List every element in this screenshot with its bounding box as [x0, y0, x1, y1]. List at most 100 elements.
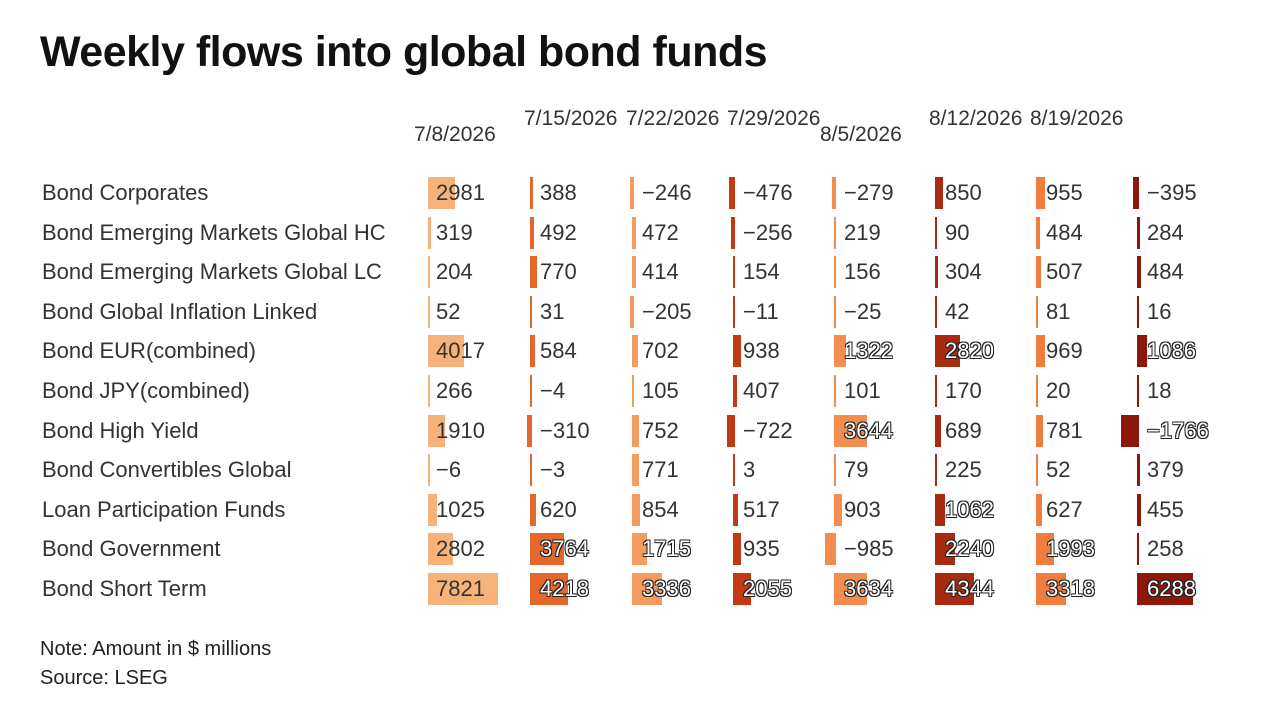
value-label: 1322 [844, 338, 893, 364]
table-cell: 472 [632, 216, 732, 249]
value-label: 3634 [844, 576, 893, 601]
table-cell: −1766 [1121, 414, 1237, 447]
value-label: 101 [844, 378, 881, 403]
value-bar [530, 493, 536, 526]
value-bar [730, 216, 733, 249]
value-bar [527, 414, 530, 447]
value-label: 284 [1147, 219, 1184, 245]
value-label: 969 [1046, 338, 1083, 364]
table-cell: 154 [733, 256, 833, 289]
table-cell: 170 [935, 375, 1035, 407]
value-label: 955 [1046, 180, 1083, 205]
table-cell: 2820 [935, 335, 1035, 368]
table-cell: 18 [1137, 375, 1237, 407]
table-cell: 1993 [1036, 533, 1136, 566]
value-label: 1715 [642, 536, 691, 562]
table-cell: 4344 [935, 573, 1035, 605]
value-label: 2055 [743, 576, 792, 601]
value-bar [733, 533, 742, 566]
table-cell: 90 [935, 216, 1035, 249]
table-cell: 3764 [530, 533, 630, 566]
table-cell: 156 [834, 256, 934, 289]
zero-line [935, 295, 937, 328]
value-label: 20 [1046, 378, 1071, 403]
value-bar [1137, 454, 1141, 487]
value-bar [935, 335, 961, 368]
table-cell: 266 [428, 375, 528, 407]
value-label: 689 [945, 417, 982, 443]
value-label: 752 [642, 417, 679, 443]
value-bar [935, 533, 956, 566]
value-bar [1036, 533, 1054, 566]
value-label: 170 [945, 378, 982, 403]
value-bar [935, 493, 945, 526]
value-label: 18 [1147, 378, 1172, 403]
value-bar [632, 256, 636, 289]
value-label: −3 [540, 457, 566, 483]
zero-line [1137, 295, 1139, 328]
table-cell: 507 [1036, 256, 1136, 289]
value-label: 258 [1147, 536, 1184, 562]
zero-line [733, 454, 735, 487]
zero-line [733, 177, 735, 209]
zero-line [733, 414, 735, 447]
value-bar [1137, 493, 1142, 526]
zero-line [632, 295, 634, 328]
value-bar [1137, 335, 1147, 368]
value-label: −722 [743, 417, 793, 443]
value-label: −25 [844, 298, 882, 324]
table-cell: 2802 [428, 533, 528, 566]
value-bar [733, 493, 738, 526]
value-bar [935, 216, 936, 249]
table-cell: 1086 [1137, 335, 1237, 368]
table-cell: 689 [935, 414, 1035, 447]
value-label: 7821 [436, 576, 485, 601]
value-label: −256 [743, 219, 793, 245]
value-bar [733, 335, 742, 368]
chart-source: Source: LSEG [40, 667, 168, 689]
value-bar [530, 335, 536, 368]
column-header: 7/15/2026 [524, 107, 618, 130]
value-label: 225 [945, 457, 982, 483]
value-bar [726, 414, 733, 447]
zero-line [632, 177, 634, 209]
zero-line [935, 216, 937, 249]
table-cell: 771 [632, 454, 732, 487]
table-cell: 1715 [632, 533, 732, 566]
table-cell: 388 [530, 177, 630, 209]
column-header: 8/19/2026 [1030, 107, 1124, 130]
value-label: −11 [743, 298, 779, 324]
zero-line [1137, 414, 1139, 447]
zero-line [632, 375, 634, 407]
value-bar [935, 375, 937, 407]
table-cell: 319 [428, 216, 528, 249]
value-bar [632, 335, 639, 368]
value-bar [834, 493, 843, 526]
value-label: 388 [540, 180, 577, 205]
value-bar [728, 177, 733, 209]
table-cell: 4218 [530, 573, 630, 605]
value-bar [428, 177, 455, 209]
value-label: 472 [642, 219, 679, 245]
value-bar [935, 177, 943, 209]
zero-line [1137, 375, 1139, 407]
value-bar [428, 335, 464, 368]
table-cell: 1025 [428, 493, 528, 526]
value-label: 414 [642, 259, 679, 285]
table-cell: 16 [1137, 295, 1237, 328]
value-bar [428, 256, 430, 289]
table-cell: 492 [530, 216, 630, 249]
row-label: Bond Global Inflation Linked [42, 298, 318, 324]
row-label: Bond Corporates [42, 180, 209, 205]
value-label: 770 [540, 259, 577, 285]
table-cell: 219 [834, 216, 934, 249]
table-cell: 79 [834, 454, 934, 487]
table-cell: 484 [1137, 256, 1237, 289]
value-label: 266 [436, 378, 473, 403]
value-label: 938 [743, 338, 780, 364]
value-label: 154 [743, 259, 780, 285]
value-bar [632, 216, 637, 249]
table-cell: 4017 [428, 335, 528, 368]
zero-line [1036, 454, 1038, 487]
table-cell: −985 [825, 533, 934, 566]
